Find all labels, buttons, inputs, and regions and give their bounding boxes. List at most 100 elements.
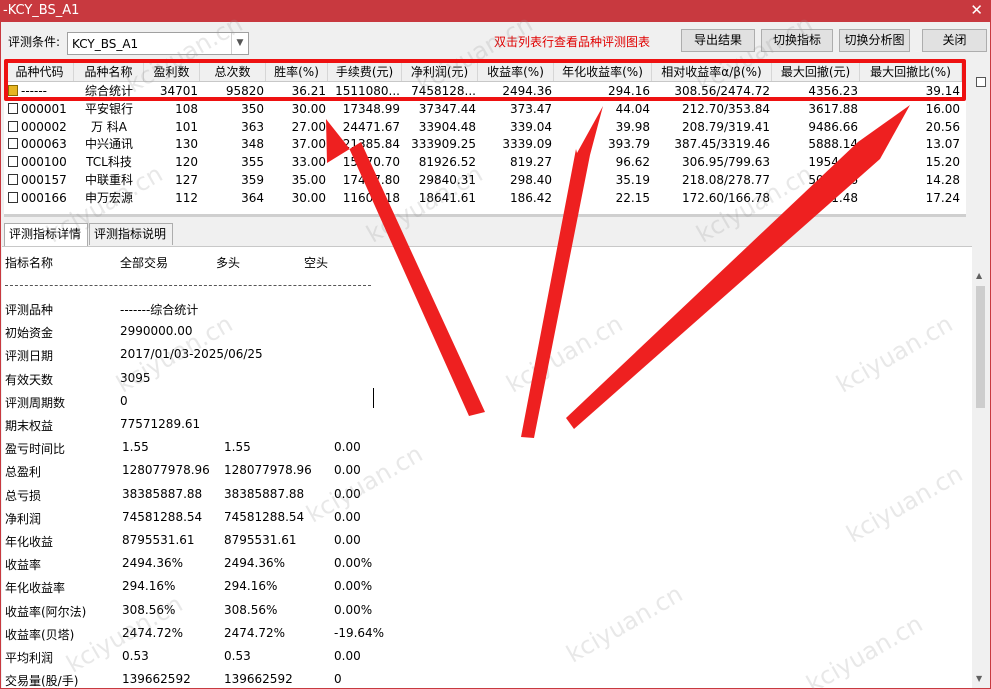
detail-name: 平均利润	[5, 651, 54, 665]
table-row[interactable]: ------ 综合统计 34701 95820 36.21 1511080... 74581…	[4, 83, 966, 101]
scroll-up-icon[interactable]: ▲	[976, 271, 983, 280]
table-cell: 393.79	[608, 137, 650, 152]
table-cell: 120	[175, 155, 198, 170]
double-click-hint: 双击列表行查看品种评测图表	[494, 35, 651, 49]
stock-code: 000166	[21, 190, 67, 205]
table-cell: 17407.80	[342, 173, 400, 187]
detail-short: 0.00	[334, 486, 361, 501]
table-cell: 359	[241, 173, 264, 187]
column-header[interactable]: 总次数	[200, 62, 266, 81]
detail-all: 128077978.96	[122, 463, 210, 478]
table-cell: 21385.84	[342, 137, 400, 152]
table-cell: 000166	[6, 190, 74, 208]
switch-chart-button[interactable]: 切换分析图	[839, 29, 910, 52]
export-button[interactable]: 导出结果	[681, 29, 755, 52]
table-cell: 355	[241, 155, 264, 170]
detail-all: 308.56%	[122, 602, 176, 617]
table-row[interactable]: 000001 平安银行 108 350 30.00 17348.99 37347.44 373…	[4, 101, 966, 119]
table-cell: 218.08/278.77	[681, 173, 770, 187]
table-cell: 364	[241, 190, 264, 205]
detail-all: 8795531.61	[122, 533, 195, 547]
detail-name: 年化收益率	[5, 581, 66, 596]
column-header[interactable]: 盈利数	[144, 62, 200, 81]
row-checkbox[interactable]	[8, 102, 18, 114]
column-header[interactable]: 年化收益率(%)	[554, 62, 652, 81]
table-cell: 212.70/353.84	[681, 101, 770, 116]
table-cell: 17.24	[925, 190, 960, 205]
table-cell: 348	[241, 137, 264, 152]
table-row[interactable]: 000002 万 科A 101 363 27.00 24471.67 33904.48 339…	[4, 119, 966, 137]
row-checkbox[interactable]	[8, 138, 18, 150]
condition-select-value: KCY_BS_A1	[72, 37, 139, 51]
detail-short: 0.00%	[334, 556, 373, 571]
detail-all: 3095	[120, 370, 151, 385]
column-header[interactable]: 最大回撤(元)	[772, 62, 860, 81]
table-row[interactable]: 000100 TCL科技 120 355 33.00 15570.70 81926.52 81…	[4, 154, 966, 172]
column-header[interactable]: 胜率(%)	[266, 62, 328, 81]
detail-all: 2017/01/03-2025/06/25	[120, 347, 263, 362]
column-header[interactable]: 品种代码	[6, 62, 74, 81]
detail-header-long: 多头	[216, 256, 241, 270]
switch-indicator-button[interactable]: 切换指标	[761, 29, 833, 52]
table-cell: 34701	[159, 84, 198, 98]
column-header[interactable]: 品种名称	[74, 62, 144, 81]
text-caret	[373, 388, 374, 408]
table-cell: 13.07	[925, 137, 960, 152]
table-cell: 819.27	[510, 155, 552, 170]
detail-all: 139662592	[122, 672, 191, 687]
scroll-down-icon[interactable]: ▼	[976, 674, 983, 683]
column-header[interactable]: 手续费(元)	[328, 62, 402, 81]
table-cell: 7458128...	[411, 84, 476, 98]
detail-long: 139662592	[224, 672, 293, 687]
detail-all: 294.16%	[122, 579, 176, 594]
detail-separator	[5, 285, 371, 286]
grid-horizontal-scrollbar[interactable]	[4, 214, 966, 217]
tab-indicator-detail[interactable]: 评测指标详情	[4, 223, 88, 246]
stock-code: 000002	[21, 119, 67, 134]
table-cell: ------	[6, 83, 74, 101]
table-cell: 000002	[6, 119, 74, 137]
detail-name: 交易量(股/手)	[5, 674, 79, 688]
detail-header-name: 指标名称	[5, 256, 54, 270]
table-cell: 3339.09	[502, 137, 552, 152]
table-row[interactable]: 000063 中兴通讯 130 348 37.00 21385.84 333909.25 33…	[4, 136, 966, 154]
detail-short: 0.00	[334, 463, 361, 478]
scroll-thumb[interactable]	[976, 286, 985, 408]
side-checkbox[interactable]	[976, 77, 986, 87]
table-cell: 17348.99	[342, 101, 400, 116]
detail-name: 评测品种	[5, 303, 54, 317]
row-checkbox[interactable]	[8, 156, 18, 168]
detail-long: 308.56%	[224, 602, 278, 617]
column-header[interactable]: 收益率(%)	[478, 62, 554, 81]
table-cell: 15.20	[925, 155, 960, 170]
table-row[interactable]: 000157 中联重科 127 359 35.00 17407.80 29840.31 298…	[4, 172, 966, 190]
detail-all: 2494.36%	[122, 556, 184, 571]
column-header[interactable]: 净利润(元)	[402, 62, 478, 81]
detail-short: 0.00	[334, 509, 361, 524]
table-cell: 186.42	[510, 190, 552, 205]
window-close-icon[interactable]: ✕	[970, 1, 983, 19]
results-grid[interactable]: 品种代码 品种名称 盈利数 总次数 胜率(%) 手续费(元) 净利润(元) 收益率(%) 年化收…	[4, 62, 966, 214]
table-cell: 333909.25	[411, 137, 476, 152]
table-cell: 000001	[6, 101, 74, 119]
summary-row-icon[interactable]	[8, 85, 18, 96]
close-button[interactable]: 关闭	[922, 29, 987, 52]
detail-name: 收益率	[5, 558, 42, 573]
column-header[interactable]: 相对收益率α/β(%)	[652, 62, 772, 81]
column-header[interactable]: 最大回撤比(%)	[860, 62, 962, 81]
detail-long: 74581288.54	[224, 509, 305, 524]
detail-all: 38385887.88	[122, 486, 203, 501]
tab-indicator-description[interactable]: 评测指标说明	[89, 223, 173, 245]
detail-name: 收益率(贝塔)	[5, 627, 75, 642]
row-checkbox[interactable]	[8, 120, 18, 132]
row-checkbox[interactable]	[8, 174, 18, 185]
detail-all: 74581288.54	[122, 509, 203, 524]
detail-vertical-scrollbar[interactable]: ▲ ▼	[973, 268, 988, 686]
chevron-down-icon[interactable]: ▼	[231, 33, 248, 54]
condition-select[interactable]: KCY_BS_A1 ▼	[67, 32, 249, 55]
row-checkbox[interactable]	[8, 191, 18, 203]
table-cell: 35.19	[615, 173, 650, 187]
table-cell: 2494.36	[502, 84, 552, 98]
table-row[interactable]: 000166 申万宏源 112 364 30.00 11603.18 18641.61 186…	[4, 190, 966, 208]
table-cell: 5888.14	[808, 137, 858, 152]
